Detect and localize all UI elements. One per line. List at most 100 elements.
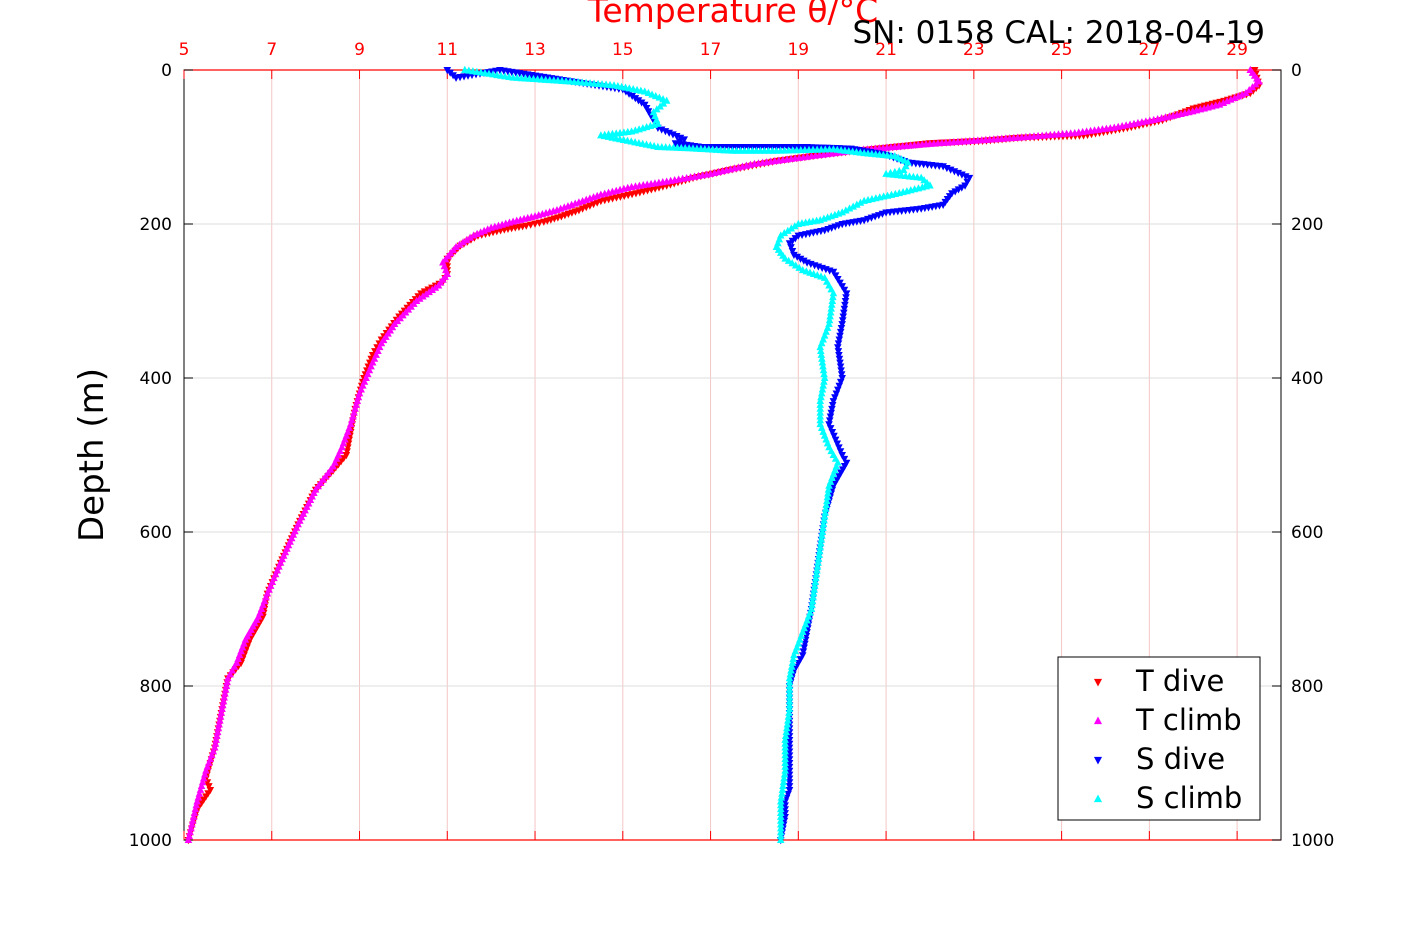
data-point	[810, 585, 819, 593]
data-point	[835, 355, 844, 363]
data-point	[836, 328, 845, 336]
data-point	[811, 577, 820, 585]
legend-item: T climb	[1093, 703, 1242, 737]
data-point	[213, 728, 222, 736]
data-point	[794, 219, 803, 227]
data-point	[818, 354, 826, 362]
data-point	[789, 654, 797, 662]
data-point	[796, 255, 805, 263]
data-point	[776, 835, 785, 843]
data-point	[185, 831, 194, 840]
legend-label: T climb	[1135, 703, 1242, 737]
data-point	[188, 816, 197, 824]
data-point	[793, 253, 802, 261]
legend-marker	[1093, 716, 1103, 725]
data-point	[828, 296, 837, 304]
data-point	[842, 290, 851, 298]
data-point	[963, 178, 972, 186]
data-point	[838, 375, 846, 383]
data-point	[817, 535, 826, 543]
plot-area	[183, 69, 1282, 841]
data-point	[188, 820, 196, 828]
data-point	[815, 550, 823, 559]
data-point	[817, 539, 825, 547]
data-point	[840, 305, 849, 313]
data-point	[836, 279, 844, 287]
data-point	[957, 184, 966, 192]
legend: T dive T climb S dive S climb	[1057, 656, 1261, 821]
data-point	[785, 677, 794, 686]
data-point	[965, 174, 974, 182]
y-tick-label-right: 600	[1291, 523, 1323, 543]
data-point	[816, 404, 825, 412]
data-point	[834, 275, 842, 284]
data-point	[819, 381, 827, 389]
data-point	[820, 512, 829, 520]
data-point	[813, 566, 821, 574]
data-point	[781, 739, 789, 747]
data-point	[662, 96, 671, 104]
data-point	[820, 516, 828, 524]
data-point	[214, 724, 223, 732]
data-point	[455, 240, 464, 248]
data-point	[838, 452, 846, 460]
chart-title: SN: 0158 CAL: 2018-04-19	[853, 15, 1266, 51]
data-point	[827, 409, 836, 417]
data-point	[899, 165, 908, 174]
x-tick-label: 19	[787, 40, 809, 60]
data-point	[215, 720, 223, 728]
data-point	[818, 531, 826, 539]
data-point	[776, 824, 785, 832]
data-point	[781, 743, 789, 751]
data-point	[816, 408, 825, 416]
y-tick-label-right: 400	[1291, 369, 1323, 389]
data-point	[839, 313, 848, 321]
data-point	[776, 801, 785, 809]
data-point	[829, 268, 838, 276]
x-tick-label: 11	[436, 40, 458, 60]
data-point	[834, 344, 842, 352]
data-point	[820, 369, 828, 378]
y-tick-label-left: 200	[140, 215, 172, 235]
data-point	[831, 394, 839, 402]
y-tick-label-right: 1000	[1291, 831, 1334, 851]
data-point	[818, 527, 827, 535]
data-point	[824, 485, 833, 493]
top-axis-label: Temperature θ/°C	[587, 0, 878, 30]
data-point	[817, 346, 825, 354]
data-point	[809, 589, 818, 597]
data-point	[785, 685, 794, 693]
data-point	[817, 393, 825, 401]
data-point	[637, 99, 646, 107]
data-point	[836, 363, 845, 371]
data-point	[791, 222, 799, 230]
data-point	[825, 421, 833, 429]
data-point	[466, 233, 474, 241]
data-point	[812, 570, 821, 578]
data-point	[781, 762, 789, 770]
data-point	[205, 783, 213, 791]
data-point	[840, 455, 849, 464]
x-tick-label: 15	[612, 40, 634, 60]
y-axis-label: Depth (m)	[72, 368, 112, 542]
data-point	[216, 712, 225, 720]
data-point	[785, 701, 794, 709]
data-point	[656, 102, 664, 110]
data-point	[420, 288, 429, 296]
data-point	[829, 292, 837, 301]
data-point	[814, 558, 822, 566]
data-point	[816, 396, 825, 405]
data-point	[788, 248, 797, 256]
data-point	[814, 554, 823, 562]
data-point	[835, 336, 844, 344]
data-point	[781, 758, 789, 766]
data-point	[796, 656, 805, 664]
data-point	[680, 136, 689, 144]
data-point	[1248, 83, 1257, 91]
data-point	[779, 778, 788, 786]
data-point	[1251, 80, 1260, 88]
data-point	[951, 188, 959, 196]
data-point	[1255, 77, 1263, 85]
data-point	[790, 651, 798, 659]
